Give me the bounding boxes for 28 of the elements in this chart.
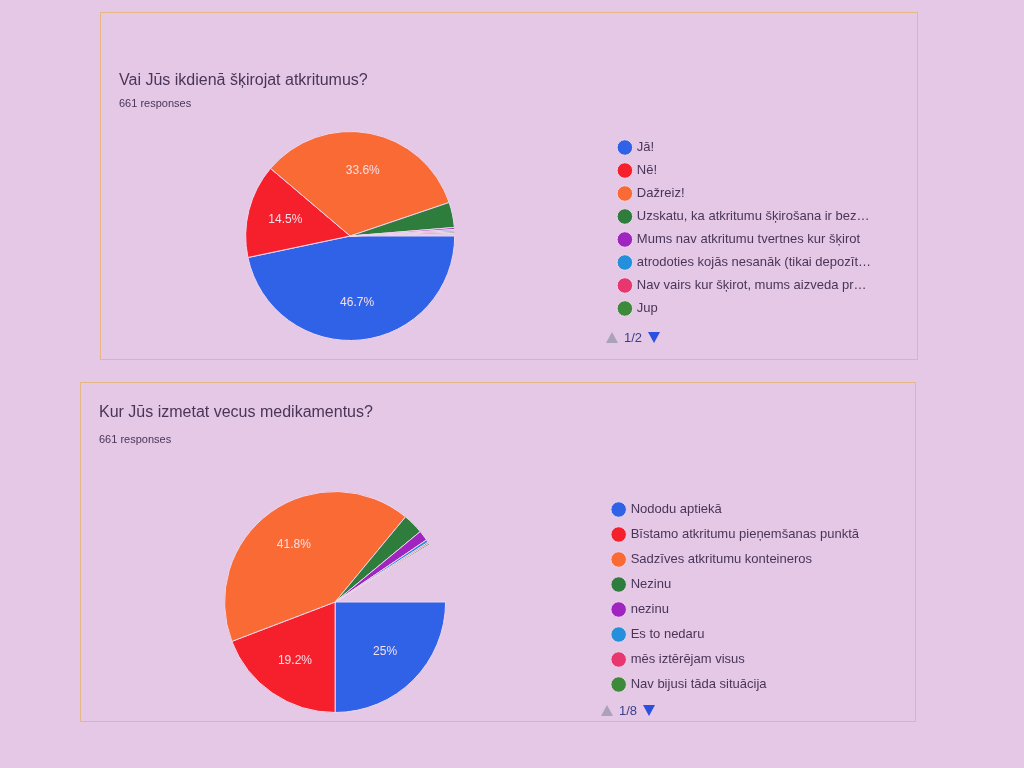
data-label: 25% (373, 644, 398, 659)
legend-label: Nav vairs kur šķirot, mums aizveda pr… (636, 277, 867, 293)
data-label: 46.7% (340, 294, 375, 309)
text: 661 responses (119, 97, 192, 109)
legend-label: Nezinu (630, 576, 672, 592)
text: 1/2 (624, 330, 643, 345)
legend-label: Nododu aptiekā (630, 501, 723, 517)
data-label: 19.2% (277, 652, 313, 667)
legend-label: Jā! (636, 139, 655, 155)
data-label: 33.6% (345, 162, 381, 177)
legend-label: Uzskatu, ka atkritumu šķirošana ir bez… (636, 208, 870, 224)
legend-label: Mums nav atkritumu tvertnes kur šķirot (636, 231, 861, 247)
legend-label: Es to nedaru (630, 626, 705, 642)
chart-title: Vai Jūs ikdienā šķirojat atkritumus? (119, 71, 368, 89)
data-label: 41.8% (276, 536, 312, 551)
legend-label: atrodoties kojās nesanāk (tikai depozīt… (636, 254, 872, 270)
chart-title: Kur Jūs izmetat vecus medikamentus? (99, 403, 373, 421)
data-label: 14.5% (268, 211, 303, 226)
legend-label: Sadzīves atkritumu konteineros (630, 551, 813, 567)
legend-label: Nē! (636, 162, 658, 178)
legend-label: Nav bijusi tāda situācija (630, 676, 768, 692)
text: 1/8 (619, 703, 638, 718)
legend-label: Jup (636, 300, 658, 316)
text: 661 responses (99, 433, 172, 445)
legend-label: nezinu (630, 601, 669, 617)
legend-label: Bīstamo atkritumu pieņemšanas punktā (630, 526, 860, 542)
legend-label: mēs iztērējam visus (630, 651, 746, 667)
legend-label: Dažreiz! (636, 185, 685, 201)
